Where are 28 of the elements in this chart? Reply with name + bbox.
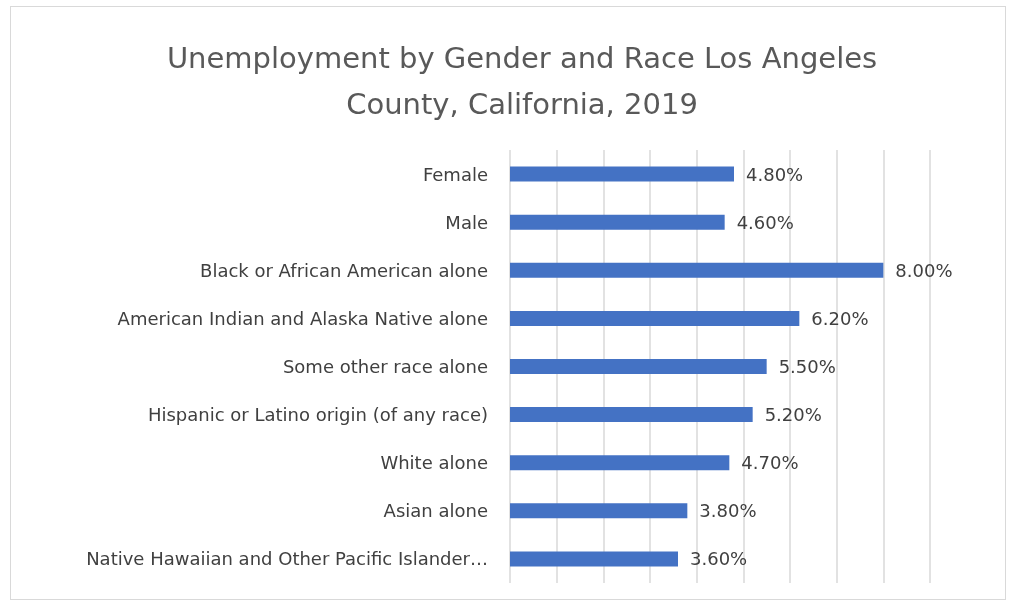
bar xyxy=(510,214,725,230)
data-label: 3.80% xyxy=(699,500,757,522)
bar xyxy=(510,551,678,567)
y-tick-label: Native Hawaiian and Other Pacific Islander… xyxy=(86,548,488,570)
bar xyxy=(510,503,688,519)
data-label: 6.20% xyxy=(811,307,869,329)
bar xyxy=(510,455,730,471)
y-tick-label: Asian alone xyxy=(383,500,488,522)
data-label: 8.00% xyxy=(895,259,953,281)
data-label: 4.70% xyxy=(741,452,799,474)
y-tick-label: Male xyxy=(445,211,488,233)
data-label: 3.60% xyxy=(690,548,748,570)
y-tick-label: Black or African American alone xyxy=(200,259,488,281)
y-tick-label: American Indian and Alaska Native alone xyxy=(117,307,488,329)
bar xyxy=(510,262,884,278)
y-tick-label: Female xyxy=(422,163,488,185)
bar xyxy=(510,310,800,326)
bar xyxy=(510,407,753,423)
data-label: 4.80% xyxy=(746,163,804,185)
data-label: 5.50% xyxy=(778,356,836,377)
bar xyxy=(510,359,767,374)
data-label: 5.20% xyxy=(764,404,822,426)
bar xyxy=(510,166,734,182)
y-tick-label: White alone xyxy=(380,452,488,474)
y-tick-label: Hispanic or Latino origin (of any race) xyxy=(147,404,488,426)
data-label: 4.60% xyxy=(736,211,794,233)
y-tick-label: Some other race alone xyxy=(282,356,488,377)
chart-title: Unemployment by Gender and Race Los Angeles County, California, 2019 xyxy=(166,41,878,121)
